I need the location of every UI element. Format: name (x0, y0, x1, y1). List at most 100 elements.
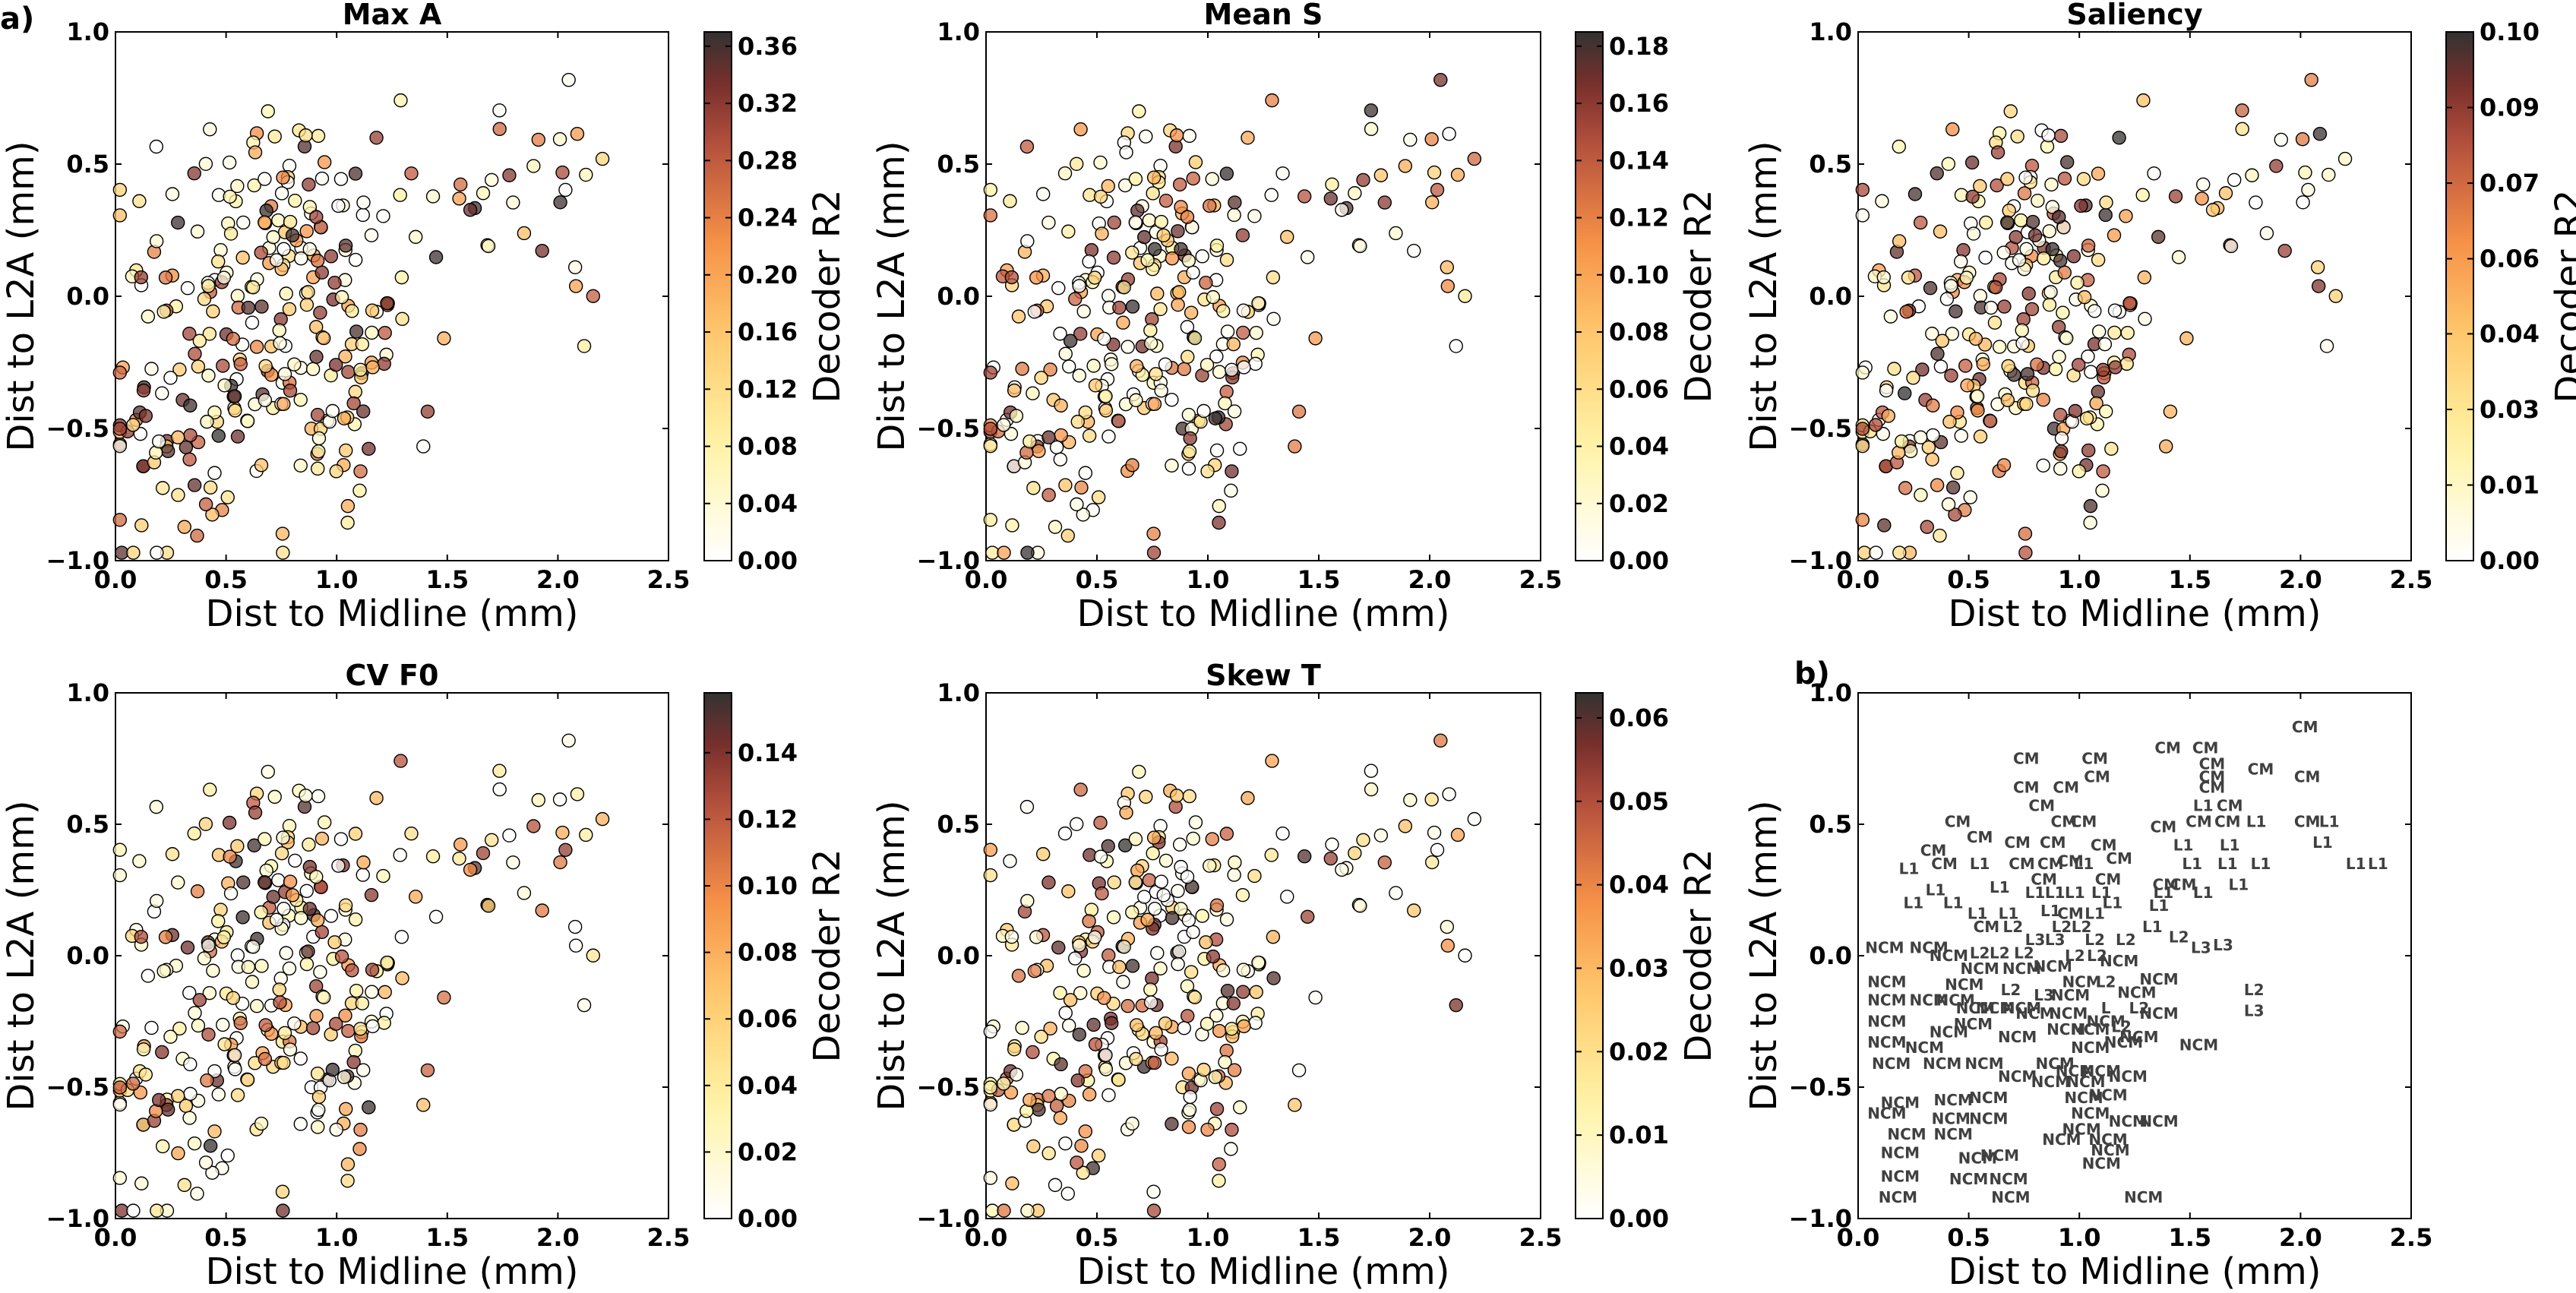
colorbar-gradient (1575, 692, 1604, 1219)
data-point (233, 1016, 248, 1030)
data-point (241, 300, 256, 315)
x-tick-label: 1.0 (315, 1223, 359, 1252)
y-axis-label: Dist to L2A (mm) (0, 141, 43, 451)
data-point (1004, 270, 1019, 285)
data-point (377, 1016, 391, 1030)
region-label: NCM (2071, 1105, 2110, 1123)
region-label: L1 (1999, 905, 2019, 923)
data-point (254, 1116, 269, 1131)
data-point (277, 1026, 292, 1040)
data-point (2196, 177, 2211, 192)
data-point (216, 359, 230, 373)
data-point (331, 858, 346, 873)
data-point (236, 875, 251, 890)
data-point (997, 418, 1011, 432)
region-label: NCM (1956, 999, 1995, 1017)
data-point (299, 789, 313, 803)
data-point (1102, 1088, 1116, 1102)
data-point (1430, 182, 1445, 198)
region-label: NCM (1998, 1028, 2037, 1046)
data-point (152, 434, 166, 449)
data-point (2337, 151, 2353, 166)
data-point (1196, 1062, 1211, 1077)
data-point (1097, 331, 1111, 346)
data-point (2052, 210, 2066, 224)
data-point (1172, 837, 1187, 852)
data-point (555, 825, 570, 840)
colorbar-tick-label: 0.14 (738, 738, 798, 767)
data-point (1398, 159, 1413, 173)
data-point (1034, 371, 1048, 385)
data-point (1086, 1017, 1101, 1032)
data-point (314, 925, 329, 940)
data-point (1964, 155, 1980, 170)
data-point (1855, 208, 1870, 223)
data-point (1051, 941, 1066, 955)
colorbar-tick-label: 0.09 (2480, 93, 2540, 122)
region-label: NCM (2100, 952, 2138, 970)
data-point (1973, 289, 1988, 303)
data-point (211, 428, 226, 443)
data-point (1225, 1122, 1239, 1137)
x-tick-label: 2.0 (2279, 1223, 2322, 1252)
data-point (1898, 386, 1912, 400)
region-label: L2 (2087, 947, 2107, 965)
data-point (183, 428, 198, 443)
data-point (484, 833, 499, 847)
data-point (2091, 324, 2107, 339)
data-point (502, 168, 517, 182)
data-point (324, 909, 339, 923)
data-point (1129, 393, 1143, 407)
data-point (1125, 959, 1140, 973)
data-point (1237, 360, 1251, 375)
data-point (1224, 483, 1238, 498)
data-point (1868, 418, 1883, 432)
data-point (1041, 1089, 1056, 1103)
y-tick-label: −1.0 (1789, 1204, 1853, 1233)
data-point (1965, 189, 1980, 204)
data-point (112, 365, 128, 380)
data-point (249, 999, 264, 1013)
data-point (1041, 488, 1056, 502)
data-point (134, 518, 149, 533)
data-point (1035, 847, 1051, 861)
data-point (420, 1063, 435, 1078)
data-point (1215, 304, 1231, 318)
x-axis-label: Dist to Midline (mm) (1949, 593, 2322, 635)
data-point (1237, 1019, 1251, 1034)
data-point (1212, 1157, 1226, 1171)
data-point (1248, 356, 1263, 371)
x-tick-label: 1.5 (425, 565, 469, 594)
data-point (1053, 985, 1067, 1001)
data-point (1165, 1117, 1179, 1131)
data-point (293, 393, 308, 407)
data-point (337, 1070, 352, 1085)
colorbar-tick-label: 0.00 (1609, 1204, 1669, 1233)
y-tick-label: 1.0 (1809, 17, 1852, 46)
data-point (1248, 1016, 1263, 1030)
y-tick-label: 1.0 (66, 678, 109, 707)
data-point (155, 1045, 169, 1060)
data-point (1117, 940, 1131, 954)
region-label: L1 (2229, 876, 2249, 894)
y-tick-label: −0.5 (1789, 414, 1853, 443)
data-point (1398, 819, 1413, 833)
data-point (201, 1027, 216, 1042)
region-label: CM (2106, 849, 2132, 868)
data-point (1035, 187, 1051, 201)
data-point (428, 250, 444, 264)
data-point (2048, 362, 2063, 377)
data-point (1154, 1042, 1168, 1057)
data-point (1053, 452, 1068, 466)
data-point (172, 1021, 187, 1036)
data-point (1076, 963, 1091, 978)
data-point (2163, 404, 2178, 419)
data-point (1933, 528, 1947, 543)
data-point (1073, 122, 1088, 137)
data-point (1335, 862, 1349, 877)
data-point (1181, 1120, 1196, 1134)
region-label: L1 (2220, 836, 2240, 855)
data-point (1029, 270, 1044, 285)
data-point (150, 545, 164, 560)
data-point (1003, 194, 1017, 208)
